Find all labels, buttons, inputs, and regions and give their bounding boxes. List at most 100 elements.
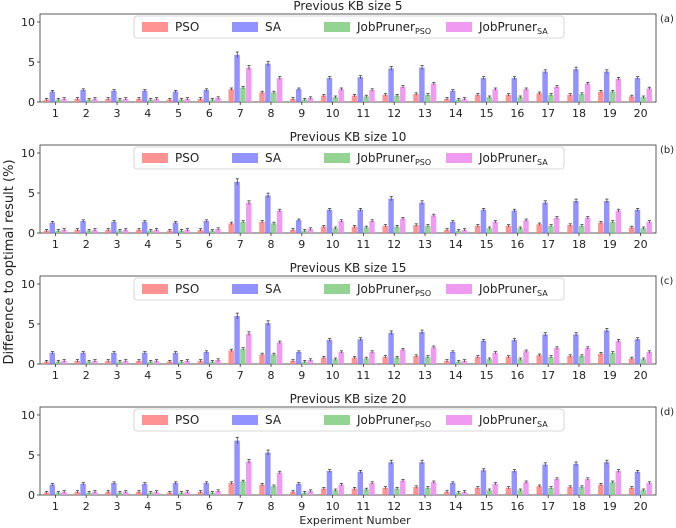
legend-entry: SA	[265, 151, 282, 165]
panel-label: (a)	[660, 14, 674, 25]
bar	[351, 488, 358, 495]
bar	[228, 223, 234, 233]
x-tick-label: 4	[144, 107, 151, 120]
bar	[203, 483, 209, 495]
legend-entry: JobPrunerPSO	[356, 151, 431, 167]
bar	[363, 227, 369, 233]
bar	[444, 360, 450, 364]
x-tick-label: 2	[83, 369, 90, 382]
legend-swatch	[446, 284, 472, 294]
x-tick-label: 14	[449, 500, 463, 513]
bar	[184, 360, 190, 364]
panel-label: (d)	[660, 407, 674, 418]
bar	[449, 483, 456, 495]
bar	[357, 471, 363, 495]
legend-entry: PSO	[175, 282, 199, 296]
bar	[338, 221, 344, 233]
bar	[413, 487, 419, 495]
bar	[542, 334, 548, 364]
bar	[554, 217, 560, 233]
x-tick-label: 8	[268, 238, 275, 251]
bar	[259, 484, 265, 495]
bar	[240, 348, 246, 364]
bar	[615, 210, 622, 233]
bar	[92, 491, 98, 495]
legend: PSO SA JobPrunerPSO JobPrunerSA	[133, 146, 565, 170]
bar	[430, 347, 437, 364]
bar	[363, 358, 369, 364]
bar	[609, 221, 616, 233]
bar	[136, 229, 142, 233]
bar	[554, 86, 560, 102]
bar	[634, 209, 641, 233]
bar	[536, 355, 542, 364]
bar	[505, 487, 512, 495]
bar	[259, 221, 265, 233]
bar	[567, 94, 573, 102]
bar	[603, 201, 610, 233]
bar	[579, 225, 585, 233]
bar	[80, 221, 86, 233]
bar	[172, 352, 179, 364]
bar	[425, 487, 431, 495]
bar	[203, 221, 209, 233]
x-tick-label: 20	[634, 107, 648, 120]
bar	[573, 201, 579, 233]
bar	[111, 483, 117, 495]
legend-swatch	[446, 415, 472, 425]
x-tick-label: 10	[326, 500, 340, 513]
bar	[259, 354, 265, 364]
bar	[449, 221, 456, 233]
bar	[295, 483, 302, 495]
plot-frame	[39, 406, 657, 496]
bar	[203, 90, 209, 102]
bar	[271, 92, 277, 102]
bar	[634, 471, 641, 495]
bar	[480, 340, 487, 364]
bar	[197, 491, 204, 495]
plot-frame	[39, 275, 657, 365]
bar	[603, 71, 610, 102]
bar	[400, 86, 406, 102]
bar	[492, 352, 498, 364]
bar	[573, 463, 579, 495]
bar	[567, 356, 573, 364]
y-tick-label: 5	[28, 449, 35, 462]
x-tick-label: 9	[298, 107, 305, 120]
bar	[259, 92, 265, 102]
x-tick-label: 2	[83, 500, 90, 513]
bar	[425, 356, 431, 364]
bar	[332, 490, 339, 495]
bar	[382, 225, 388, 233]
x-tick-label: 12	[387, 500, 401, 513]
legend-swatch	[232, 22, 258, 32]
bar	[351, 357, 358, 364]
legend-entry: JobPrunerPSO	[356, 20, 431, 36]
bar	[388, 198, 394, 233]
bar	[141, 483, 148, 495]
bar	[444, 229, 450, 233]
bar	[295, 352, 302, 364]
bar	[240, 481, 246, 495]
bar	[542, 464, 548, 495]
bar	[646, 352, 652, 364]
bar	[246, 202, 252, 233]
bar	[480, 470, 487, 495]
bar	[74, 360, 80, 364]
x-tick-label: 7	[237, 107, 244, 120]
legend-entry: JobPrunerSA	[478, 151, 548, 167]
bar	[505, 356, 512, 364]
bar	[425, 94, 431, 102]
x-tick-label: 7	[237, 238, 244, 251]
x-tick-label: 16	[510, 238, 524, 251]
x-tick-label: 4	[144, 369, 151, 382]
bar	[74, 229, 80, 233]
bar	[628, 358, 635, 364]
bar	[394, 488, 400, 495]
x-tick-label: 3	[114, 238, 121, 251]
x-tick-label: 3	[114, 107, 121, 120]
y-tick-label: 0	[28, 489, 35, 502]
x-tick-label: 8	[268, 107, 275, 120]
panel-label: (b)	[660, 145, 674, 156]
